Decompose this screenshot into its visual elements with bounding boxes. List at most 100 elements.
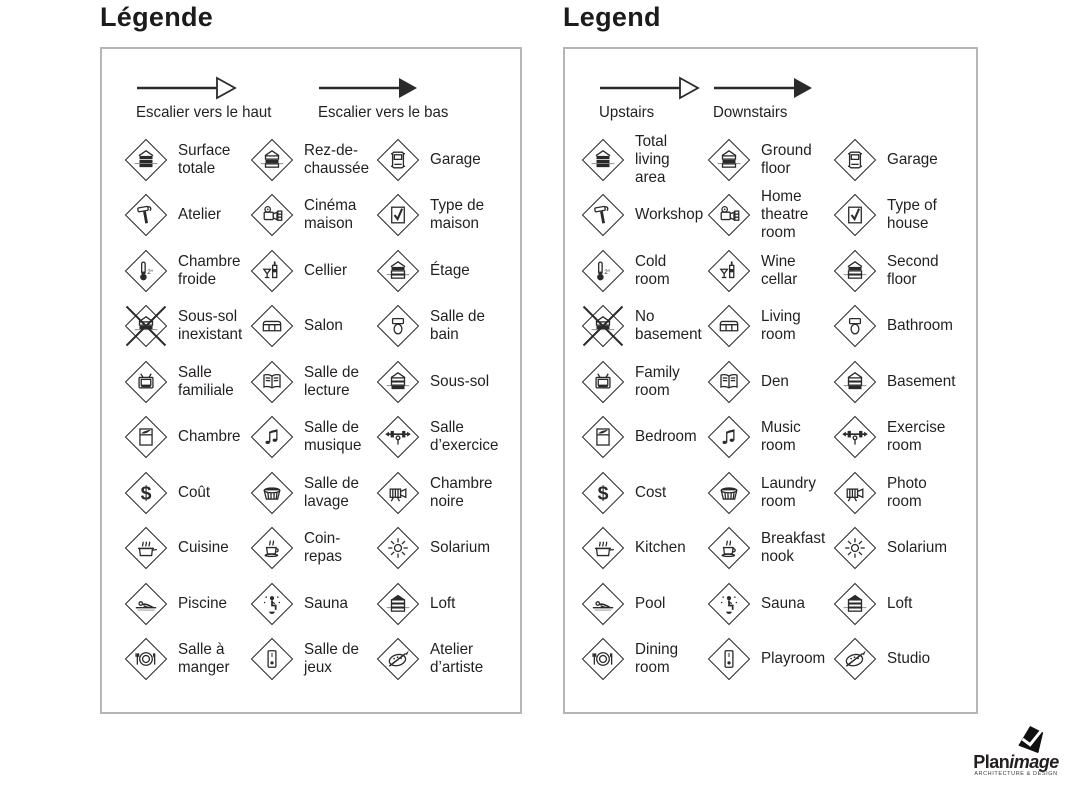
legend-item-label: Ground floor — [761, 141, 812, 177]
weights-icon — [833, 416, 877, 459]
legend-item: Cellier — [242, 243, 368, 299]
basement-icon — [376, 360, 420, 403]
legend-item: Loft — [825, 576, 951, 632]
legend-item-label: Cuisine — [178, 539, 229, 557]
wine-icon — [250, 249, 294, 292]
legend-item: Atelier — [116, 188, 242, 244]
legend-item: Salon — [242, 299, 368, 355]
arrow-filled-icon — [318, 75, 500, 101]
legend-item-label: Piscine — [178, 594, 227, 612]
legend-item: Salle de lecture — [242, 354, 368, 410]
legend-item: Total living area — [573, 132, 699, 188]
legend-item: Cinéma maison — [242, 188, 368, 244]
weights-icon — [376, 416, 420, 459]
arrow-open-figure: Escalier vers le haut — [136, 75, 318, 122]
legend-item: Salle d’exercice — [368, 410, 498, 466]
laundry-icon — [707, 471, 751, 514]
legend-item: Bathroom — [825, 299, 953, 355]
swimmer-icon — [581, 582, 625, 625]
legend-item-label: Sauna — [761, 594, 805, 612]
legend-item-label: Chambre — [178, 428, 241, 446]
legend-item-label: Workshop — [635, 206, 704, 224]
tv-icon — [581, 360, 625, 403]
legend-item: Basement — [825, 354, 955, 410]
legend-item-label: Salon — [304, 317, 343, 335]
legend-item: Sous-sol — [368, 354, 494, 410]
planimage-logo-tagline: ARCHITECTURE & DESIGN — [974, 771, 1058, 777]
legend-item: Salle familiale — [116, 354, 242, 410]
legend-item-label: Family room — [635, 363, 680, 399]
arrow-label: Downstairs — [713, 104, 788, 121]
legend-item-label: Laundry room — [761, 474, 816, 510]
legend-item: Photo room — [825, 465, 951, 521]
sofa-icon — [250, 305, 294, 348]
arrow-open-icon — [136, 75, 318, 101]
svg-text:$: $ — [598, 482, 609, 504]
legend-item: Atelier d’artiste — [368, 632, 494, 688]
projector-icon — [707, 194, 751, 237]
cup-icon — [707, 527, 751, 570]
palette-icon — [833, 638, 877, 681]
legend-item: Laundry room — [699, 465, 825, 521]
legend-item: Type de maison — [368, 188, 494, 244]
legend-item: Chambre noire — [368, 465, 494, 521]
book-icon — [250, 360, 294, 403]
legend-item-label: Salle familiale — [178, 363, 234, 399]
logo-text-image: image — [1009, 752, 1059, 772]
legend-item: Salle de lavage — [242, 465, 368, 521]
svg-text:$: $ — [141, 482, 152, 504]
arrow-filled-figure: Downstairs — [713, 75, 827, 122]
legend-item: Home theatre room — [699, 188, 825, 244]
arrow-open-figure: Upstairs — [599, 75, 713, 122]
legend-item: No basement — [573, 299, 702, 355]
legend-item-label: Den — [761, 372, 789, 390]
camera-icon — [376, 471, 420, 514]
legend-item: Dining room — [573, 632, 699, 688]
legend-item-label: Pool — [635, 594, 666, 612]
legend-item: Salle à manger — [116, 632, 242, 688]
legend-item: Music room — [699, 410, 825, 466]
plate-icon — [124, 638, 168, 681]
swimmer-icon — [124, 582, 168, 625]
stair-arrows-row: Escalier vers le haut Escalier vers le ba… — [102, 49, 520, 122]
toilet-icon — [376, 305, 420, 348]
legend-item: Sauna — [699, 576, 825, 632]
legend-item: Breakfast nook — [699, 521, 825, 577]
sauna-icon — [250, 582, 294, 625]
legend-item-label: Wine cellar — [761, 252, 798, 288]
cup-icon — [250, 527, 294, 570]
legend-item-label: Loft — [887, 594, 913, 612]
music-icon — [707, 416, 751, 459]
legend-grid: Total living area Ground floor Garage Works… — [565, 132, 976, 687]
legend-item-label: Atelier — [178, 206, 222, 224]
garage-icon — [833, 138, 877, 181]
legend-item-label: Salle d’exercice — [430, 419, 499, 455]
plate-icon — [581, 638, 625, 681]
legend-item-label: Solarium — [430, 539, 490, 557]
legend-panel-french: Escalier vers le haut Escalier vers le ba… — [100, 47, 522, 714]
ground-floor-icon — [250, 138, 294, 181]
pot-icon — [581, 527, 625, 570]
projector-icon — [250, 194, 294, 237]
no-basement-icon — [124, 305, 168, 348]
legend-item: Den — [699, 354, 825, 410]
dollar-icon: $ — [581, 471, 625, 514]
thermometer-icon: 2° — [581, 249, 625, 292]
bed-icon — [581, 416, 625, 459]
legend-item: Second floor — [825, 243, 951, 299]
legend-item-label: Coût — [178, 483, 211, 501]
basement-icon — [833, 360, 877, 403]
legend-title-english: Legend — [563, 2, 661, 32]
legend-item: Solarium — [368, 521, 494, 577]
legend-item: Cuisine — [116, 521, 242, 577]
legend-item-label: Coin- repas — [304, 530, 343, 566]
legend-item-label: Playroom — [761, 650, 826, 668]
legend-item: Salle de jeux — [242, 632, 368, 688]
legend-item: Garage — [368, 132, 494, 188]
house-check-icon — [833, 194, 877, 237]
legend-item: Surface totale — [116, 132, 242, 188]
legend-grid: Surface totale Rez-de- chaussée Garage Atel… — [102, 132, 520, 687]
arrow-open-icon — [599, 75, 713, 101]
legend-item: 2° Chambre froide — [116, 243, 242, 299]
legend-item: Chambre — [116, 410, 242, 466]
